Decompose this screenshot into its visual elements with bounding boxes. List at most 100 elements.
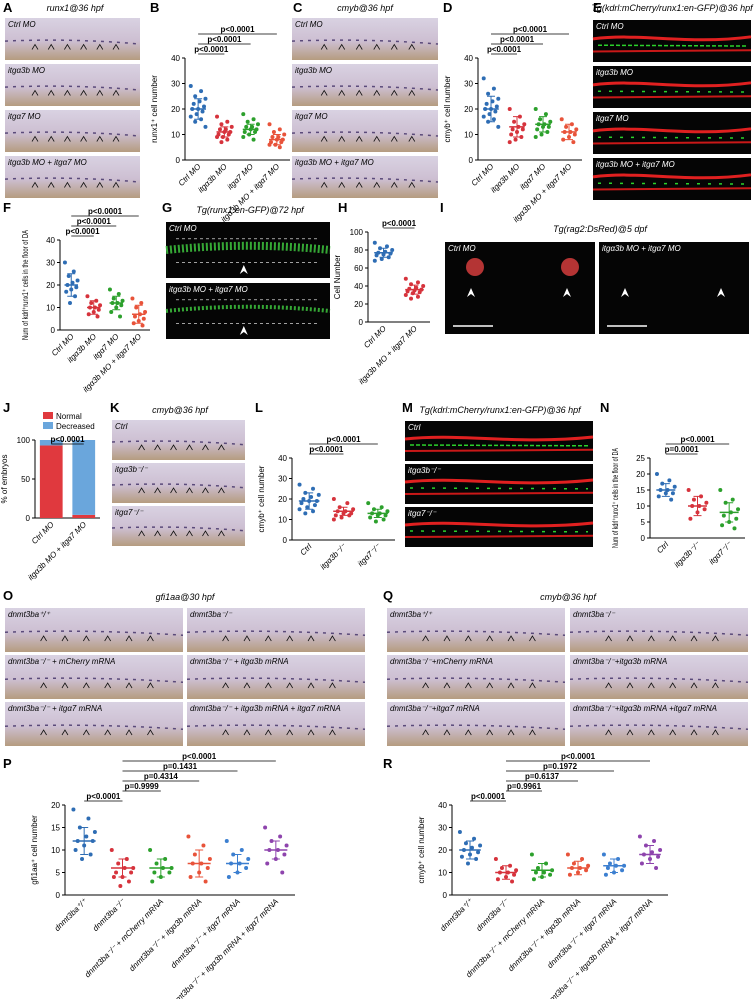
p-value: p<0.0001 xyxy=(182,752,217,761)
arrowhead xyxy=(202,487,209,494)
arrowhead xyxy=(529,635,536,642)
arrowhead xyxy=(486,729,494,736)
p-value: p<0.0001 xyxy=(77,217,112,226)
error-bar xyxy=(379,247,388,258)
image-label: itgα3b MO + itgα7 MO xyxy=(169,285,248,294)
micrograph xyxy=(5,110,140,152)
panel-letter: R xyxy=(383,756,393,771)
data-point xyxy=(603,872,608,877)
error-bar xyxy=(246,123,255,135)
y-axis-label: Num of kdrl⁺runx1⁺ cells in the floor of… xyxy=(611,448,620,548)
data-point xyxy=(691,497,696,502)
data-point xyxy=(409,296,414,301)
data-point xyxy=(417,290,422,295)
data-point xyxy=(86,816,91,821)
arrowhead xyxy=(373,181,381,188)
x-tick-label: dnmt3ba⁻/⁻ xyxy=(474,897,510,933)
gfp-cells xyxy=(597,44,747,47)
error-bar xyxy=(233,854,242,873)
data-point xyxy=(345,501,350,506)
arrowhead xyxy=(464,635,472,642)
y-axis-label: cmyb⁺ cell number xyxy=(417,816,426,883)
data-point xyxy=(109,848,114,852)
image-label: itgα3b MO xyxy=(596,68,633,77)
error-bar xyxy=(661,483,670,497)
data-point xyxy=(564,124,569,129)
arrowhead xyxy=(329,729,336,736)
data-point xyxy=(277,127,282,132)
micrograph xyxy=(5,156,140,198)
arrowhead xyxy=(47,135,55,142)
y-tick-label: 0 xyxy=(51,326,56,335)
y-axis-label: cmyb⁺ cell number xyxy=(257,465,266,532)
data-point xyxy=(224,839,229,843)
y-tick-label: 30 xyxy=(464,80,473,89)
data-point xyxy=(225,137,230,142)
data-point xyxy=(124,857,129,861)
data-point xyxy=(654,472,659,476)
data-point xyxy=(154,861,159,866)
data-point xyxy=(193,94,198,99)
data-point xyxy=(373,519,378,524)
micrograph xyxy=(593,20,751,62)
arrowhead xyxy=(222,682,229,689)
arrowhead xyxy=(486,682,494,689)
arrowhead xyxy=(40,682,47,689)
arrowhead xyxy=(112,135,120,142)
data-point xyxy=(215,135,220,140)
micrograph xyxy=(187,702,365,746)
arrowhead xyxy=(373,43,381,50)
data-point xyxy=(64,289,69,294)
image-label: dnmt3ba⁻/⁻+itgα3b mRNA xyxy=(573,657,667,666)
p-value: p=0.4314 xyxy=(144,772,179,781)
stained-vessel xyxy=(291,85,439,91)
y-tick-label: 20 xyxy=(278,495,287,504)
data-point xyxy=(193,119,198,124)
arrowhead xyxy=(390,135,398,142)
stained-vessel xyxy=(4,85,141,91)
image-label: itgα3b MO + itgα7 MO xyxy=(596,160,675,169)
image-label: dnmt3ba⁺/⁺ xyxy=(390,610,433,619)
y-tick-label: 0 xyxy=(359,318,364,327)
arrowhead xyxy=(82,682,90,689)
data-point xyxy=(77,825,82,830)
micrograph xyxy=(599,242,749,334)
arrowhead xyxy=(443,682,451,689)
data-point xyxy=(508,863,513,868)
x-tick-label: itgα3b MO + itgα7 MO xyxy=(26,520,88,582)
error-bar xyxy=(513,116,521,138)
data-point xyxy=(561,137,566,142)
data-point xyxy=(643,843,648,848)
data-point xyxy=(331,497,336,501)
stained-vessel xyxy=(569,677,749,684)
error-bar xyxy=(646,845,654,864)
arrowhead xyxy=(104,682,112,689)
error-bar xyxy=(466,840,474,860)
error-bar xyxy=(194,98,203,120)
data-point xyxy=(620,868,625,873)
data-point xyxy=(66,274,71,278)
data-point xyxy=(507,140,512,145)
panel-letter: E xyxy=(593,0,602,15)
arrowhead xyxy=(422,729,429,736)
error-bar xyxy=(610,858,618,873)
arrowhead xyxy=(264,682,272,689)
data-point xyxy=(494,104,499,109)
data-point xyxy=(265,861,270,866)
arrowhead xyxy=(529,682,536,689)
data-point xyxy=(507,107,512,111)
panel-letter: Q xyxy=(383,588,393,603)
arrowhead xyxy=(154,444,161,451)
data-point xyxy=(510,127,515,132)
x-tick-label: Ctrl MO xyxy=(177,162,203,188)
vessel-red xyxy=(592,49,752,53)
panel-letter: C xyxy=(293,0,303,15)
vessel-red xyxy=(592,95,752,99)
data-point xyxy=(241,135,246,140)
arrowhead xyxy=(243,682,251,689)
arrowhead xyxy=(264,729,272,736)
data-point xyxy=(244,124,249,129)
data-point xyxy=(539,132,544,137)
vessel-red xyxy=(592,127,752,134)
arrowhead xyxy=(286,729,294,736)
